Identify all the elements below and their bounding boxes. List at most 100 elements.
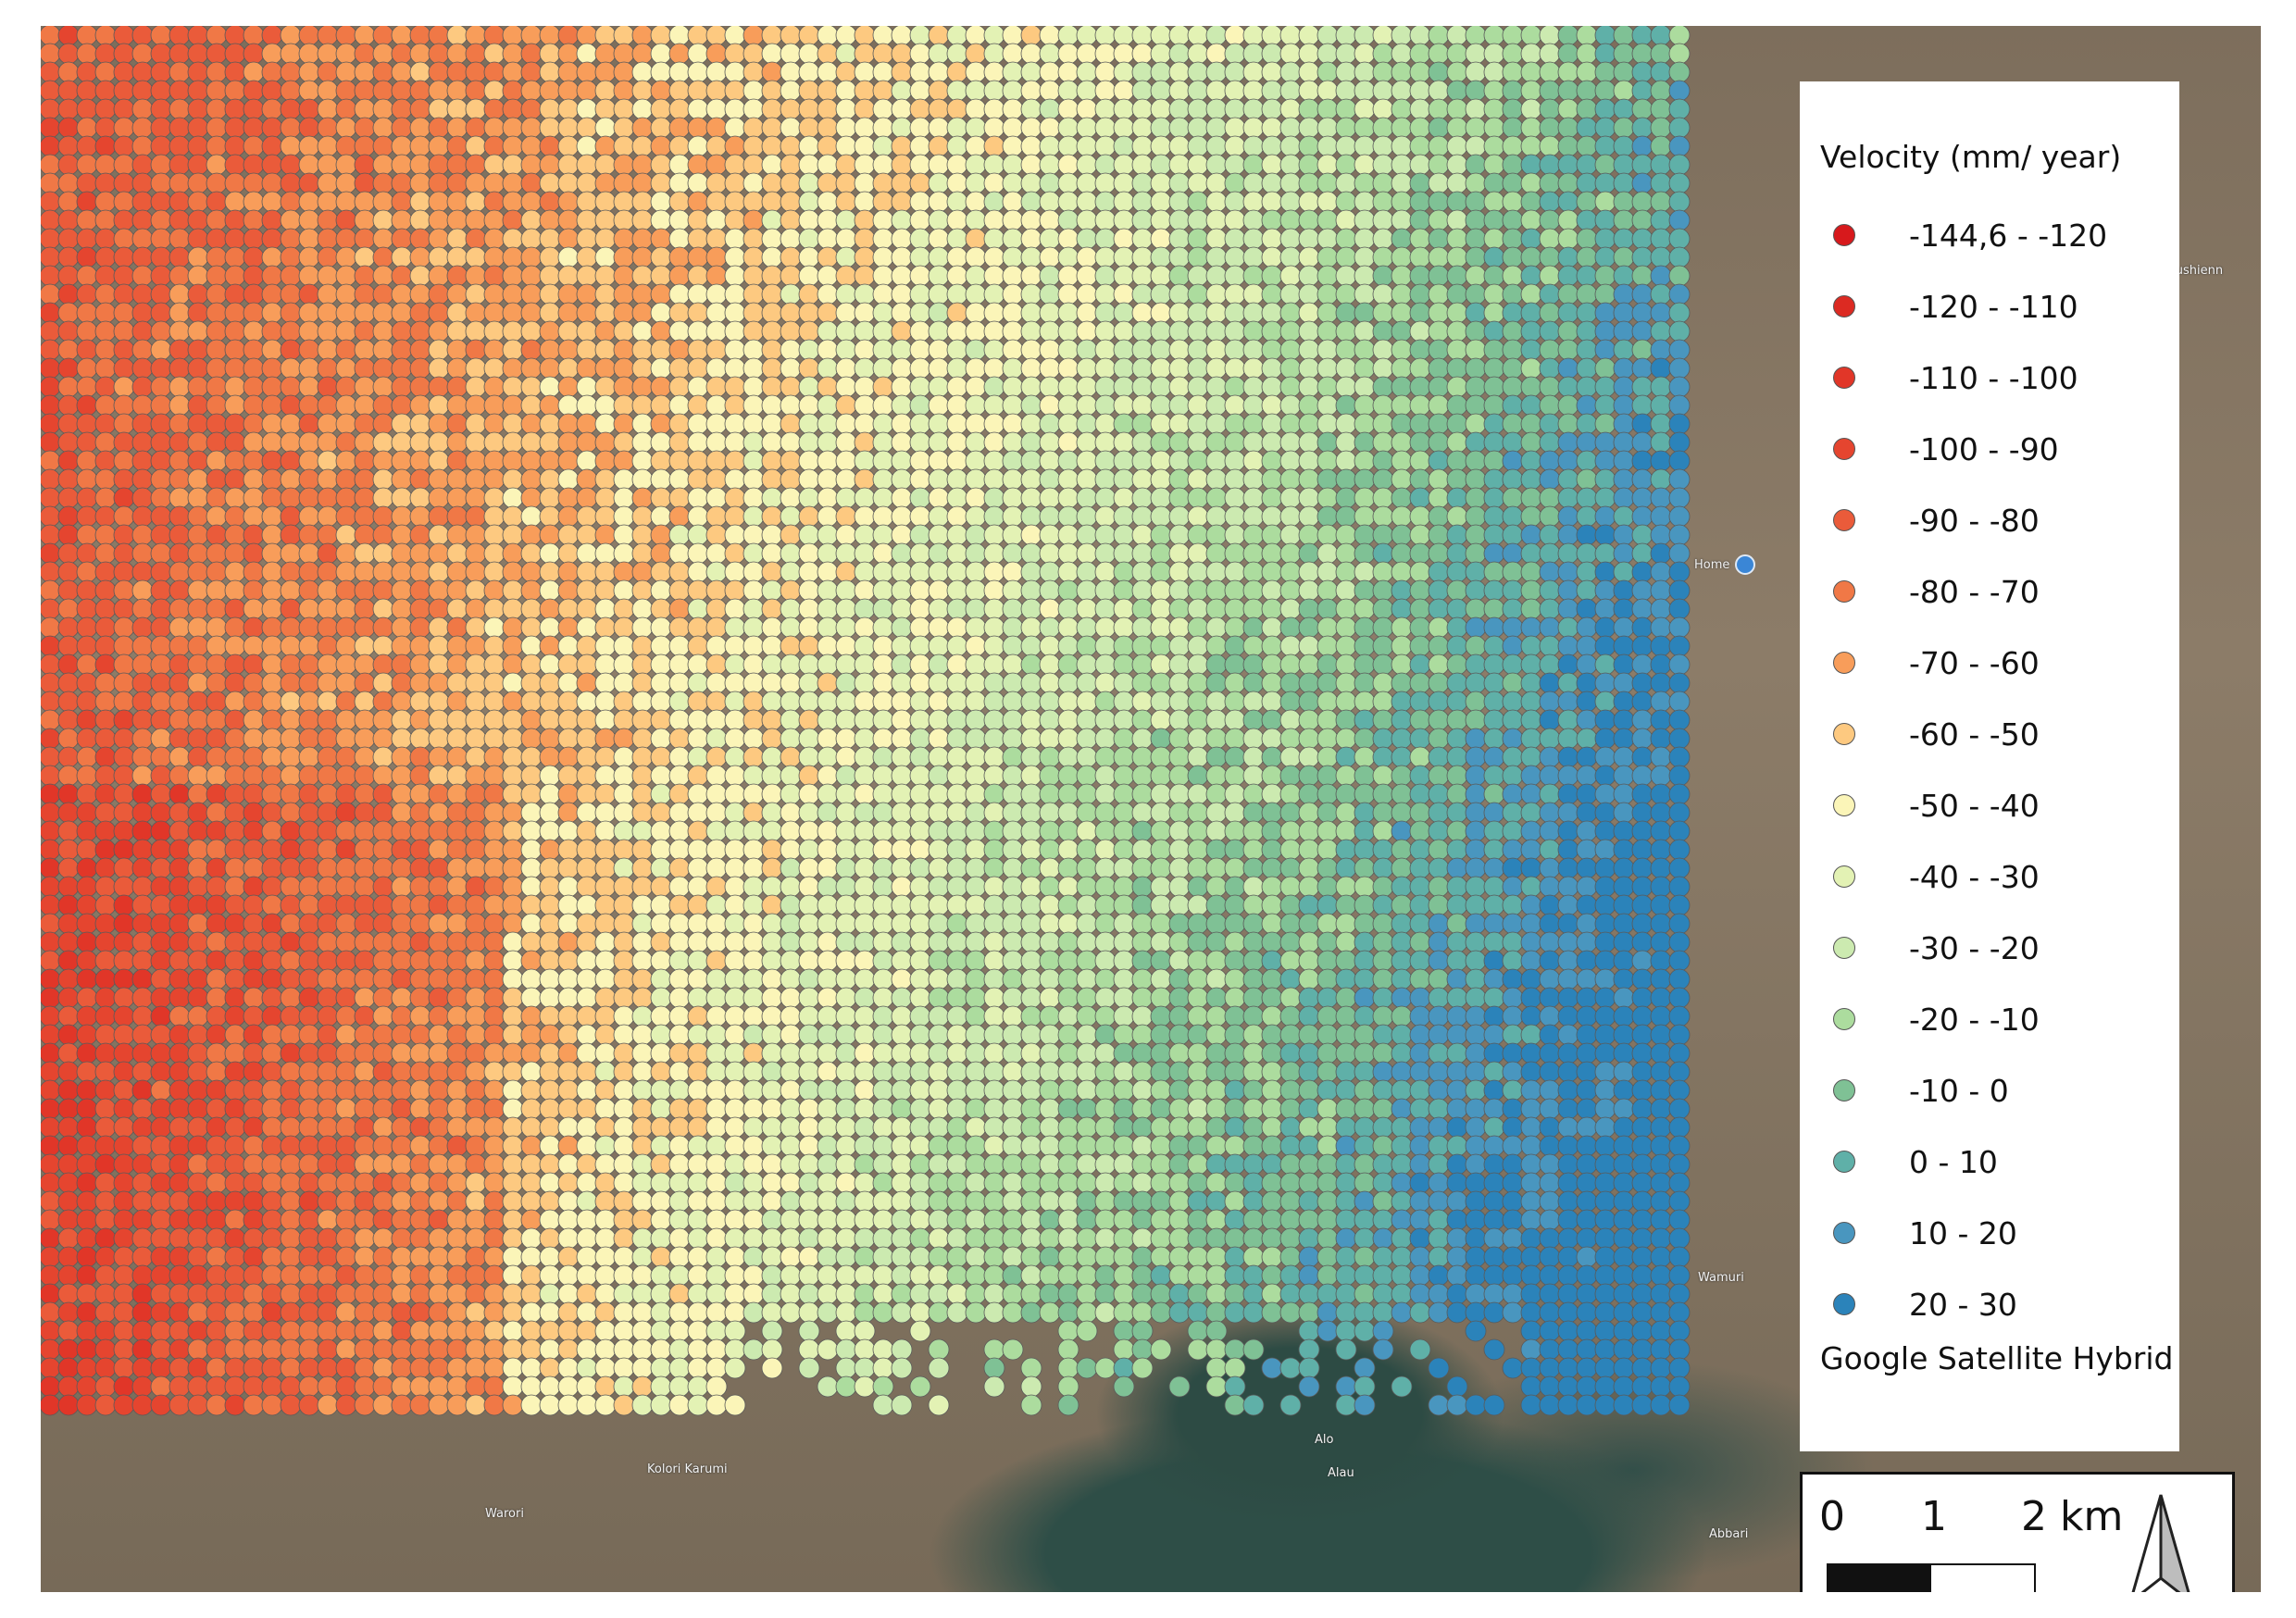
velocity-point: [983, 1024, 1005, 1046]
velocity-point: [206, 228, 228, 250]
velocity-point: [817, 228, 839, 250]
velocity-point: [1668, 1024, 1691, 1046]
velocity-point: [983, 857, 1005, 879]
velocity-point: [280, 728, 302, 750]
velocity-point: [428, 283, 450, 305]
velocity-point: [76, 783, 98, 805]
place-label: Alo: [1315, 1433, 1334, 1447]
velocity-point: [1520, 487, 1542, 509]
velocity-point: [594, 394, 617, 417]
velocity-point: [1502, 172, 1524, 194]
velocity-point: [1224, 765, 1246, 787]
velocity-point: [1520, 135, 1542, 157]
velocity-point: [1242, 968, 1265, 990]
velocity-point: [613, 839, 635, 861]
velocity-point: [1131, 26, 1154, 46]
velocity-point: [1168, 765, 1191, 787]
velocity-point: [41, 635, 61, 657]
velocity-point: [224, 653, 246, 676]
velocity-point: [1650, 876, 1672, 898]
velocity-point: [1002, 43, 1024, 65]
velocity-point: [1428, 394, 1450, 417]
velocity-point: [150, 672, 172, 694]
velocity-point: [94, 579, 117, 602]
velocity-point: [1279, 1005, 1302, 1027]
velocity-point: [409, 487, 431, 509]
velocity-point: [168, 672, 191, 694]
velocity-point: [650, 26, 672, 46]
velocity-point: [280, 209, 302, 231]
velocity-point: [909, 376, 931, 398]
velocity-point: [594, 709, 617, 731]
velocity-point: [243, 26, 265, 46]
velocity-point: [1391, 635, 1413, 657]
velocity-point: [1242, 172, 1265, 194]
velocity-point: [465, 431, 487, 454]
velocity-point: [1594, 857, 1616, 879]
velocity-point: [1502, 320, 1524, 342]
velocity-point: [280, 487, 302, 509]
velocity-point: [1428, 43, 1450, 65]
velocity-point: [1335, 302, 1357, 324]
velocity-point: [1557, 468, 1579, 491]
velocity-point: [1576, 191, 1598, 213]
velocity-point: [539, 357, 561, 380]
velocity-point: [1224, 98, 1246, 120]
velocity-point: [1594, 302, 1616, 324]
velocity-point: [317, 61, 339, 83]
velocity-point: [983, 191, 1005, 213]
velocity-point: [1002, 746, 1024, 768]
velocity-point: [539, 691, 561, 713]
velocity-point: [1613, 691, 1635, 713]
velocity-point: [1205, 172, 1228, 194]
velocity-point: [131, 783, 154, 805]
velocity-point: [576, 561, 598, 583]
velocity-point: [1113, 228, 1135, 250]
velocity-point: [502, 876, 524, 898]
velocity-point: [1335, 228, 1357, 250]
velocity-point: [687, 413, 709, 435]
velocity-point: [724, 968, 746, 990]
velocity-point: [1131, 524, 1154, 546]
velocity-point: [1131, 135, 1154, 157]
velocity-point: [576, 80, 598, 102]
velocity-point: [613, 450, 635, 472]
velocity-point: [705, 413, 728, 435]
velocity-point: [446, 302, 468, 324]
velocity-point: [1483, 802, 1505, 824]
velocity-point: [317, 765, 339, 787]
velocity-point: [1261, 468, 1283, 491]
velocity-point: [150, 653, 172, 676]
velocity-point: [946, 709, 968, 731]
velocity-point: [354, 487, 376, 509]
velocity-point: [1613, 228, 1635, 250]
velocity-point: [372, 987, 394, 1009]
velocity-point: [705, 709, 728, 731]
velocity-point: [1205, 394, 1228, 417]
velocity-point: [1187, 357, 1209, 380]
velocity-point: [317, 542, 339, 565]
velocity-point: [298, 876, 320, 898]
velocity-point: [1002, 783, 1024, 805]
velocity-point: [261, 468, 283, 491]
velocity-point: [1279, 191, 1302, 213]
velocity-point: [594, 246, 617, 268]
velocity-point: [1539, 43, 1561, 65]
velocity-point: [1594, 265, 1616, 287]
velocity-point: [1428, 26, 1450, 46]
velocity-point: [817, 265, 839, 287]
map-canvas[interactable]: rmushienn Home Wamuri Alo Alau Kolori Ka…: [41, 26, 2261, 1592]
velocity-point: [1279, 728, 1302, 750]
velocity-point: [613, 154, 635, 176]
velocity-point: [520, 394, 543, 417]
velocity-point: [131, 61, 154, 83]
velocity-point: [1113, 487, 1135, 509]
velocity-point: [1483, 468, 1505, 491]
velocity-point: [483, 1042, 505, 1064]
velocity-point: [502, 117, 524, 139]
velocity-point: [428, 26, 450, 46]
velocity-point: [483, 154, 505, 176]
velocity-point: [1539, 524, 1561, 546]
velocity-point: [150, 43, 172, 65]
home-pin-icon[interactable]: [1735, 554, 1755, 575]
